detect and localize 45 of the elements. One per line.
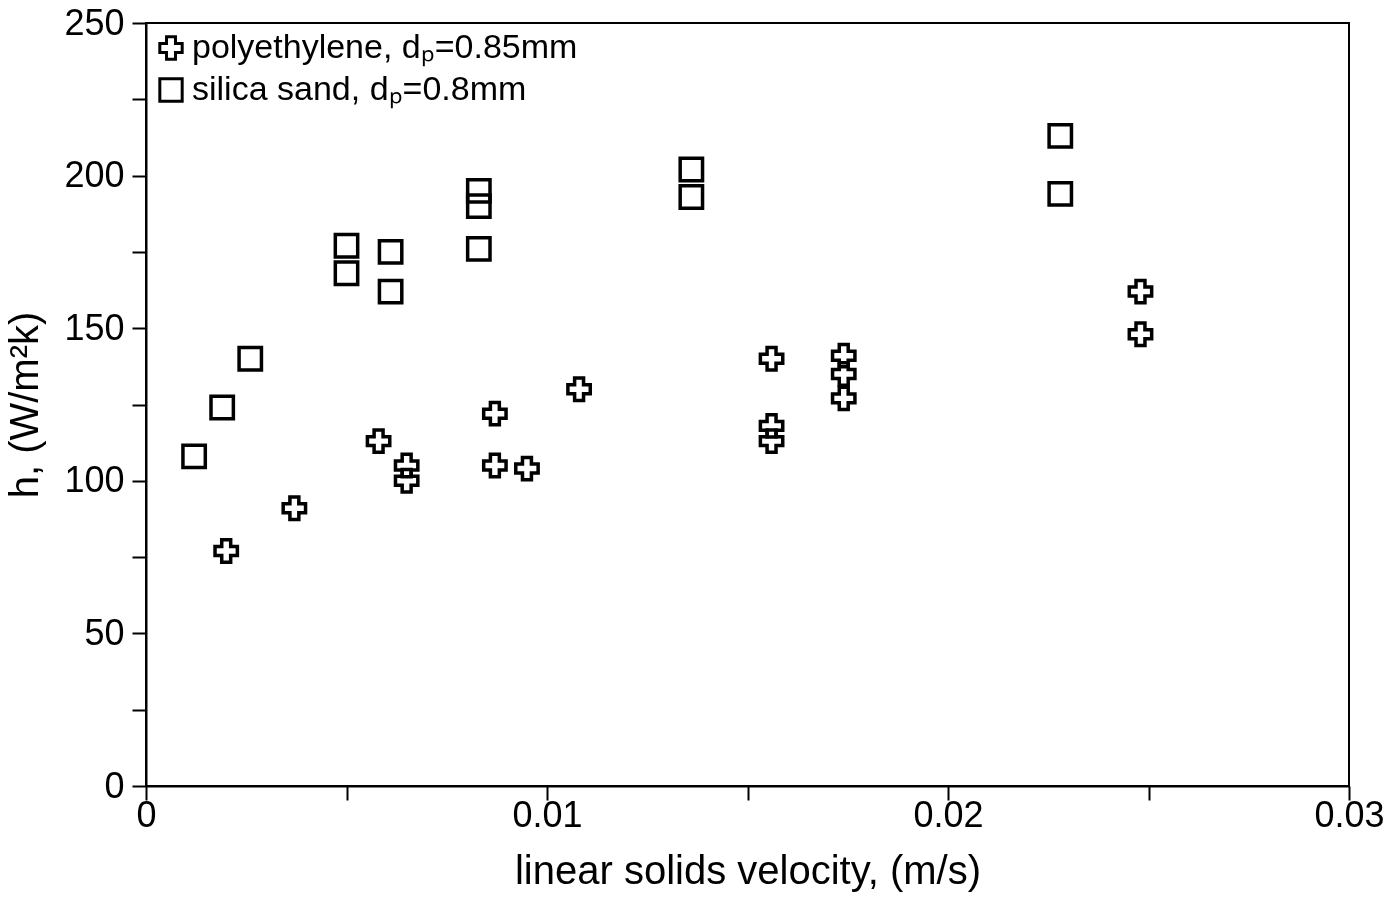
point <box>213 538 240 564</box>
y-axis-title: h, (W/m²k) <box>2 311 47 499</box>
point <box>758 345 785 372</box>
point <box>465 193 492 220</box>
point <box>830 342 857 369</box>
point <box>566 376 593 403</box>
point <box>678 184 705 210</box>
y-tick-label: 50 <box>84 611 125 653</box>
point <box>333 232 360 259</box>
point <box>377 278 404 305</box>
y-tick-label: 100 <box>64 459 125 501</box>
point <box>514 455 540 482</box>
x-tick-label: 0 <box>136 793 157 835</box>
point <box>209 394 236 421</box>
x-tick-label: 0.02 <box>913 793 984 835</box>
point <box>678 156 705 183</box>
point <box>1127 321 1154 348</box>
point <box>1047 122 1074 149</box>
y-tick-label: 250 <box>64 1 125 43</box>
point <box>393 467 420 494</box>
point <box>830 361 857 387</box>
point <box>1047 180 1074 207</box>
y-tick-label: 0 <box>104 764 125 806</box>
legend-label: polyethylene, dₚ=0.85mm <box>192 27 578 67</box>
point <box>481 452 508 479</box>
y-tick-label: 200 <box>64 154 125 196</box>
point <box>758 428 785 455</box>
point <box>465 177 492 204</box>
point <box>237 345 264 372</box>
point <box>758 412 785 439</box>
point <box>1127 278 1154 305</box>
point <box>481 400 508 427</box>
point <box>333 260 360 287</box>
x-tick-label: 0.03 <box>1314 793 1385 835</box>
legend-label: silica sand, dₚ=0.8mm <box>192 69 527 109</box>
x-tick-label: 0.01 <box>512 793 583 835</box>
point <box>377 238 404 265</box>
point <box>281 495 308 522</box>
point <box>365 428 392 455</box>
point <box>465 235 492 262</box>
point <box>830 385 857 412</box>
x-axis-title: linear solids velocity, (m/s) <box>514 847 982 892</box>
y-tick-label: 150 <box>64 306 125 348</box>
point <box>181 443 208 470</box>
point <box>393 452 420 479</box>
